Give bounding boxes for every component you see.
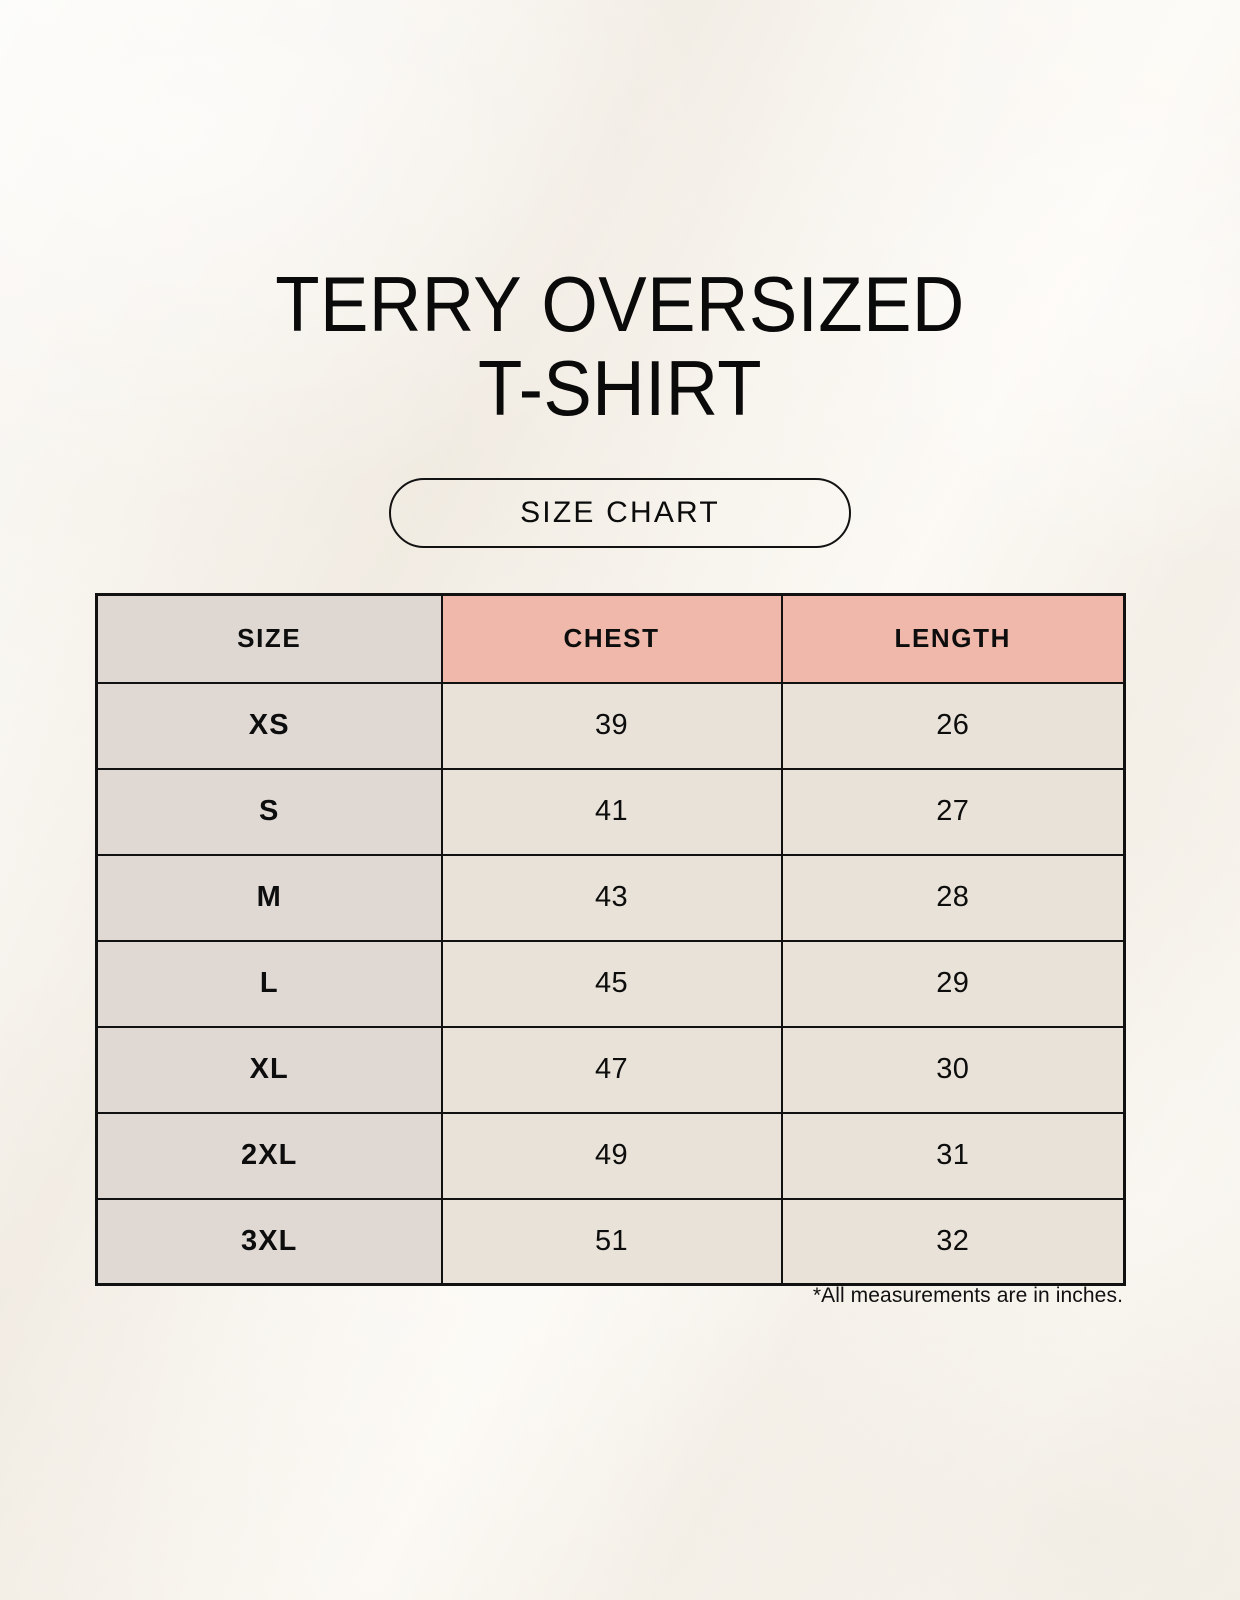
cell-chest: 49	[440, 1111, 783, 1200]
column-header-length: LENGTH	[780, 593, 1126, 684]
table-row: 2XL 49 31	[95, 1111, 1126, 1200]
cell-chest: 41	[440, 767, 783, 856]
cell-size: XS	[95, 681, 443, 770]
cell-length: 26	[780, 681, 1126, 770]
size-table: SIZE CHEST LENGTH XS 39 26 S 41 27 M 43 28 L 45 29 X…	[95, 593, 1126, 1286]
cell-length: 29	[780, 939, 1126, 1028]
table-header-row: SIZE CHEST LENGTH	[95, 593, 1126, 684]
cell-size: XL	[95, 1025, 443, 1114]
table-header: SIZE CHEST LENGTH	[95, 593, 1126, 684]
cell-length: 27	[780, 767, 1126, 856]
table-row: M 43 28	[95, 853, 1126, 942]
title-line-1: TERRY OVERSIZED	[275, 260, 965, 348]
size-chart-badge: SIZE CHART	[389, 478, 851, 548]
cell-chest: 43	[440, 853, 783, 942]
badge-row: SIZE CHART	[0, 478, 1240, 548]
measurements-footnote: *All measurements are in inches.	[812, 1284, 1123, 1307]
table-row: S 41 27	[95, 767, 1126, 856]
cell-size: M	[95, 853, 443, 942]
cell-length: 30	[780, 1025, 1126, 1114]
cell-chest: 47	[440, 1025, 783, 1114]
table-row: L 45 29	[95, 939, 1126, 1028]
cell-size: 2XL	[95, 1111, 443, 1200]
table-row: XS 39 26	[95, 681, 1126, 770]
column-header-size: SIZE	[95, 593, 443, 684]
cell-size: 3XL	[95, 1197, 443, 1286]
column-header-chest: CHEST	[440, 593, 783, 684]
cell-size: S	[95, 767, 443, 856]
cell-length: 32	[780, 1197, 1126, 1286]
cell-length: 31	[780, 1111, 1126, 1200]
title-line-2: T-SHIRT	[477, 344, 763, 432]
cell-size: L	[95, 939, 443, 1028]
table-body: XS 39 26 S 41 27 M 43 28 L 45 29 XL 47 30 2XL 49 31 3XL 51 3…	[95, 681, 1126, 1286]
cell-chest: 51	[440, 1197, 783, 1286]
cell-chest: 39	[440, 681, 783, 770]
table-row: XL 47 30	[95, 1025, 1126, 1114]
size-table-container: SIZE CHEST LENGTH XS 39 26 S 41 27 M 43 28 L 45 29 X…	[95, 593, 1126, 1286]
cell-chest: 45	[440, 939, 783, 1028]
page-title: TERRY OVERSIZED T-SHIRT	[0, 262, 1240, 430]
table-row: 3XL 51 32	[95, 1197, 1126, 1286]
cell-length: 28	[780, 853, 1126, 942]
